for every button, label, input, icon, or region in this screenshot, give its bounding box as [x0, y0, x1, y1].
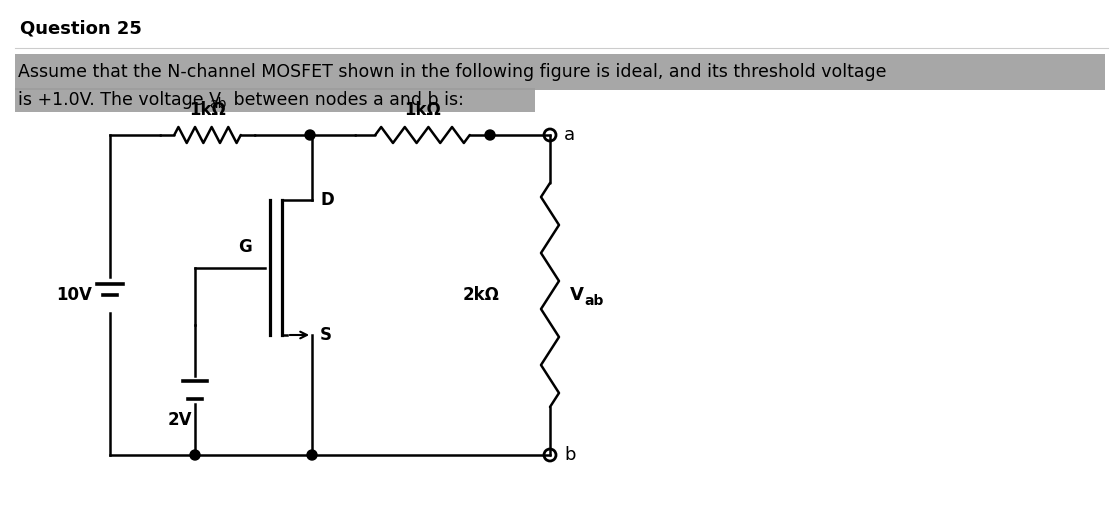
Bar — [15, 88, 535, 112]
Text: between nodes a and b is:: between nodes a and b is: — [228, 91, 464, 109]
Text: is +1.0V. The voltage V: is +1.0V. The voltage V — [18, 91, 221, 109]
Text: 2V: 2V — [168, 411, 192, 429]
Text: Question 25: Question 25 — [20, 20, 142, 38]
Text: 1kΩ: 1kΩ — [404, 101, 441, 119]
Bar — [15, 54, 1105, 90]
Text: ab: ab — [209, 97, 226, 111]
Circle shape — [307, 450, 317, 460]
Text: a: a — [564, 126, 576, 144]
Text: S: S — [320, 326, 332, 344]
Text: 1kΩ: 1kΩ — [189, 101, 226, 119]
Circle shape — [485, 130, 495, 140]
Text: Assume that the N-channel MOSFET shown in the following figure is ideal, and its: Assume that the N-channel MOSFET shown i… — [18, 63, 887, 81]
Text: D: D — [320, 191, 334, 209]
Text: ab: ab — [584, 294, 604, 308]
Circle shape — [190, 450, 200, 460]
Text: G: G — [239, 239, 252, 256]
Text: b: b — [564, 446, 576, 464]
Circle shape — [305, 130, 315, 140]
Text: 10V: 10V — [56, 286, 92, 304]
Text: 2kΩ: 2kΩ — [464, 286, 500, 304]
Text: V: V — [570, 286, 584, 304]
